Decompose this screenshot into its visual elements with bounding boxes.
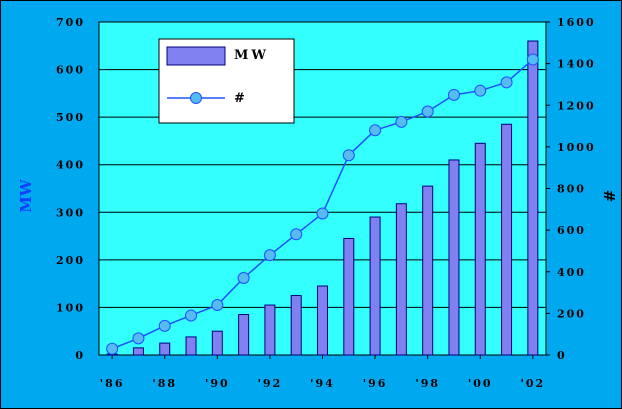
line-point	[395, 115, 408, 128]
bar-series-mw	[106, 40, 539, 356]
bar	[395, 203, 407, 356]
y2-tick-label: 0	[557, 349, 567, 362]
y2-axis-title: #	[601, 190, 619, 203]
bar	[527, 40, 539, 356]
right-axis-ticks: 0 200 400 600 800 1000 1200 1400 1600	[546, 16, 596, 362]
line-markers	[106, 53, 539, 355]
y-axis-title: MW	[17, 178, 35, 213]
bar	[369, 216, 381, 356]
y-tick-label: 100	[56, 301, 85, 314]
gridlines	[99, 21, 546, 356]
y-tick-label: 700	[56, 16, 85, 29]
line-point	[211, 299, 224, 312]
y-tick-label: 600	[56, 64, 85, 77]
legend-bar-swatch	[166, 46, 226, 66]
x-tick-label: '94	[310, 377, 335, 390]
legend: MW #	[158, 38, 295, 124]
line-point	[421, 105, 434, 118]
bar	[159, 342, 171, 356]
line-point	[342, 149, 355, 162]
y2-tick-label: 200	[557, 307, 586, 320]
y2-tick-label: 1400	[557, 58, 596, 71]
line-point	[447, 88, 460, 101]
y-tick-label: 300	[56, 206, 85, 219]
line-point	[237, 271, 250, 284]
bar	[238, 314, 250, 356]
x-tick-label: '90	[205, 377, 230, 390]
line-point	[290, 228, 303, 241]
bar	[474, 142, 486, 356]
y-tick-label: 200	[56, 254, 85, 267]
x-tick-label: '98	[415, 377, 440, 390]
x-tick-label: '00	[468, 377, 493, 390]
line-point	[369, 124, 382, 137]
bar	[211, 330, 223, 356]
line-point	[316, 207, 329, 220]
line-point	[158, 319, 171, 332]
bar	[448, 159, 460, 356]
y-tick-label: 500	[56, 111, 85, 124]
x-tick-label: '96	[363, 377, 388, 390]
left-axis-ticks: 0 100 200 300 400 500 600 700	[56, 16, 85, 362]
y2-tick-label: 1600	[557, 16, 596, 29]
x-tick-label: '88	[152, 377, 177, 390]
line-point	[106, 342, 119, 355]
y2-tick-label: 400	[557, 266, 586, 279]
bar	[422, 185, 434, 356]
x-axis-ticks: '86 '88 '90 '92 '94 '96 '98 '00 '02	[100, 355, 546, 390]
y2-tick-label: 600	[557, 224, 586, 237]
y-tick-label: 400	[56, 159, 85, 172]
bar	[132, 347, 144, 356]
line-point	[474, 84, 487, 97]
line-point	[185, 309, 198, 322]
y-tick-label: 0	[75, 349, 85, 362]
legend-marker-swatch	[190, 92, 202, 104]
x-tick-label: '02	[521, 377, 546, 390]
line-point	[500, 76, 513, 89]
line-point	[132, 332, 145, 345]
legend-label-count: #	[234, 91, 248, 106]
bar	[501, 123, 513, 356]
bar	[317, 285, 328, 356]
line-point	[263, 249, 276, 262]
bar	[264, 304, 276, 356]
line-point	[526, 53, 539, 66]
y2-tick-label: 800	[557, 183, 586, 196]
x-tick-label: '86	[100, 377, 125, 390]
bar	[185, 336, 197, 356]
bar	[290, 295, 302, 356]
legend-label-mw: MW	[234, 48, 269, 63]
y2-tick-label: 1000	[557, 141, 596, 154]
bar	[343, 237, 355, 356]
x-tick-label: '92	[258, 377, 283, 390]
y2-tick-label: 1200	[557, 99, 596, 112]
